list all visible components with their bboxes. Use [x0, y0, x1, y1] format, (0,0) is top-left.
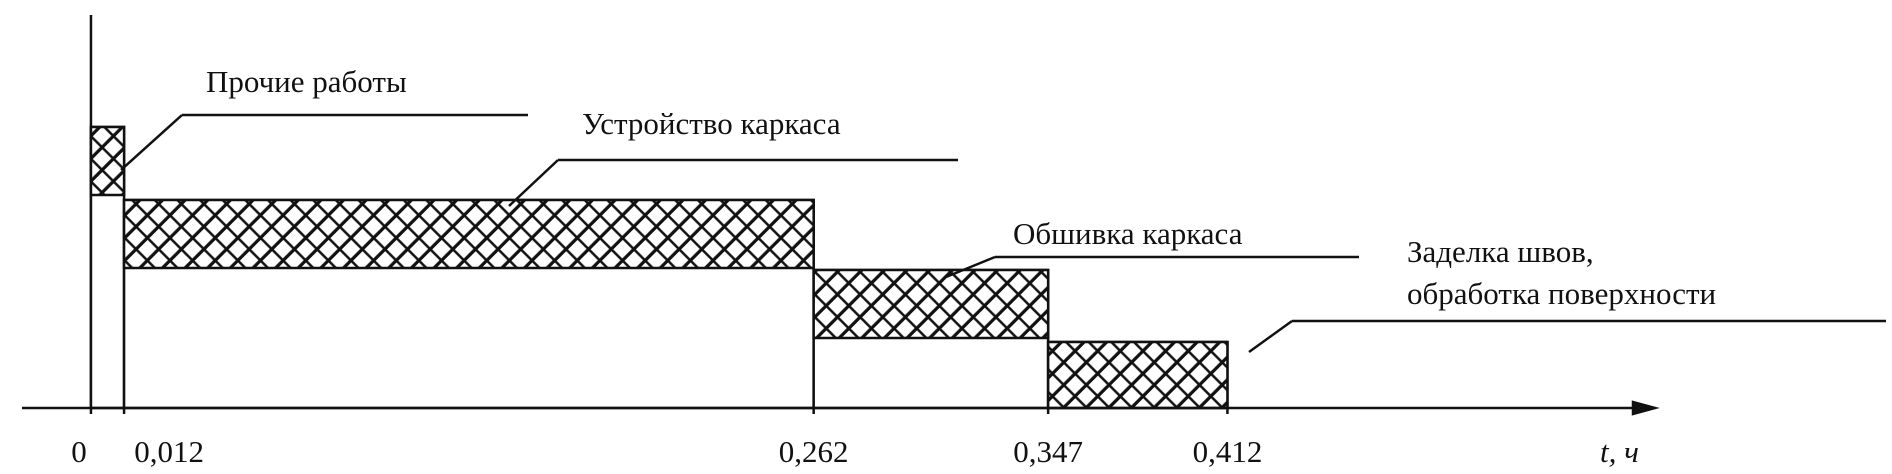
task-label: обработка поверхности: [1407, 276, 1716, 311]
task-bar: [122, 198, 815, 270]
task-label: Устройство каркаса: [582, 106, 841, 141]
task-bar: [812, 268, 1050, 340]
leader-line: [945, 255, 996, 279]
x-tick-label: 0,347: [1013, 434, 1083, 469]
x-tick-label: 0: [71, 434, 87, 469]
task-label: Прочие работы: [206, 64, 407, 99]
task-label: Обшивка каркаса: [1013, 216, 1243, 251]
leader-line: [120, 114, 183, 171]
leader-line: [508, 159, 559, 207]
x-tick-label: 0,412: [1193, 434, 1263, 469]
task-bar: [1046, 340, 1229, 410]
x-axis-arrow: [1631, 400, 1660, 416]
x-tick-label: 0,262: [779, 434, 849, 469]
x-axis-label: t, ч: [1600, 434, 1639, 469]
x-tick-label: 0,012: [134, 434, 204, 469]
task-label: Заделка швов,: [1407, 234, 1594, 269]
leader-line: [1248, 319, 1293, 354]
task-bar: [89, 125, 126, 197]
